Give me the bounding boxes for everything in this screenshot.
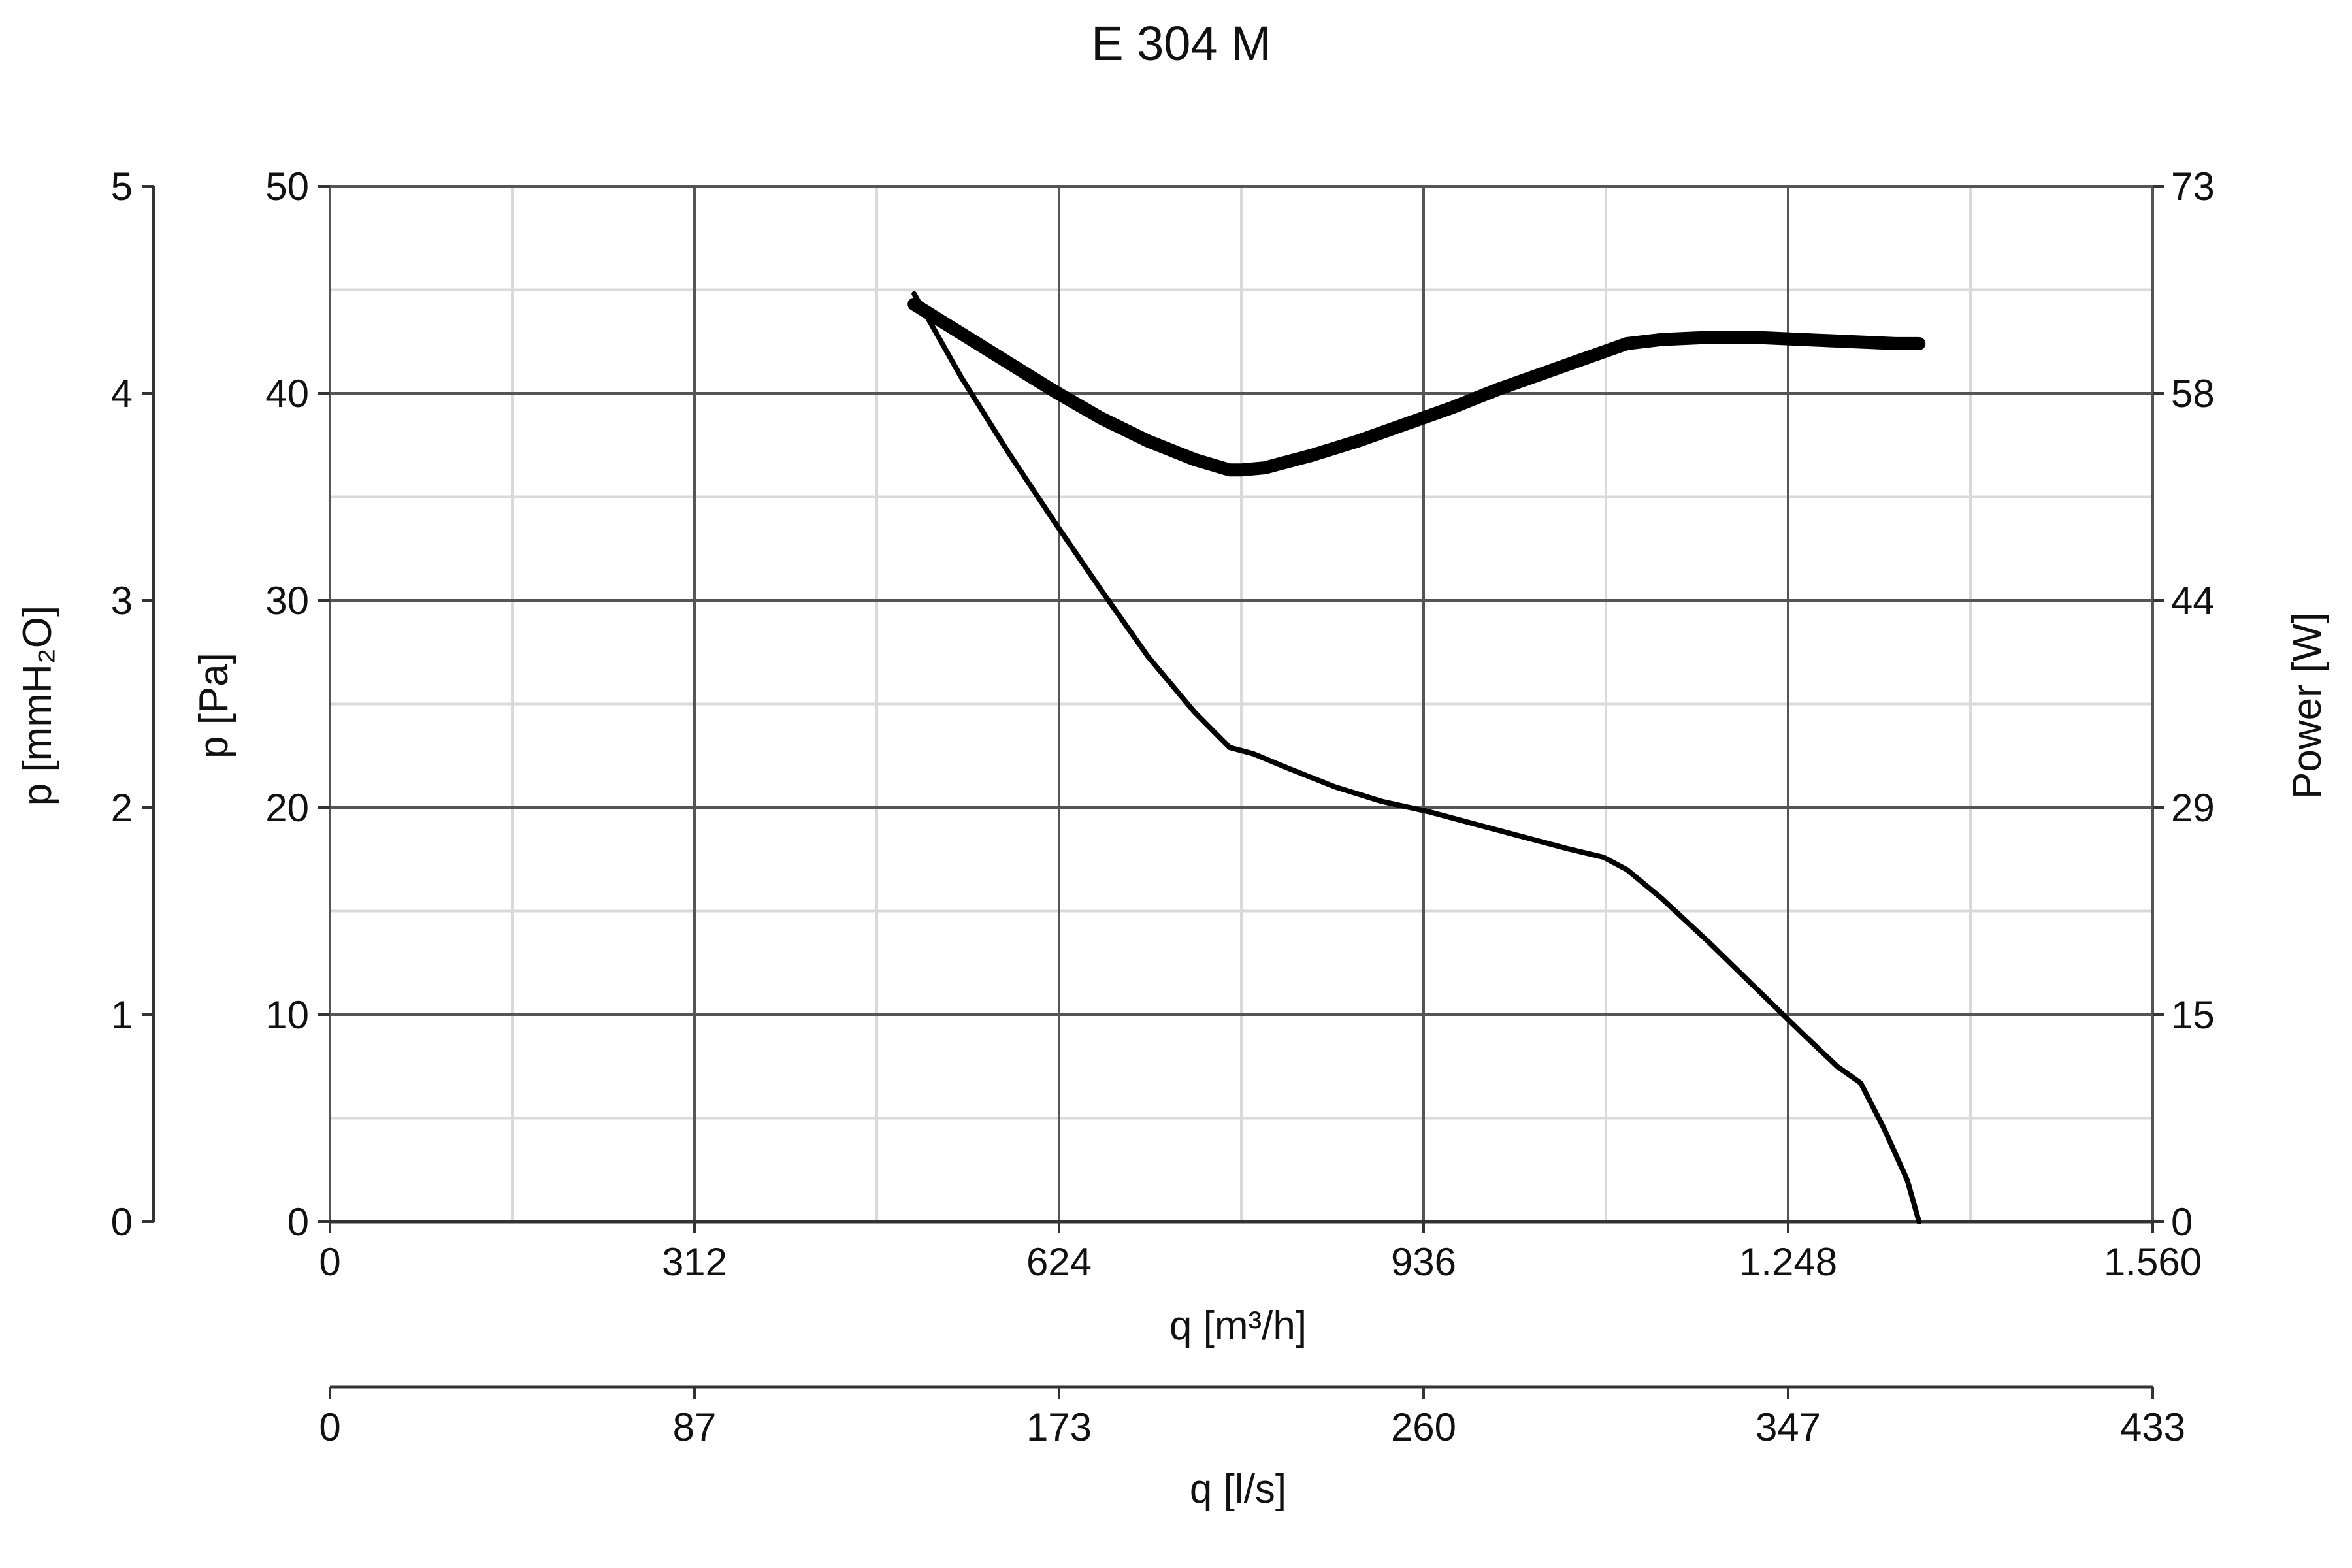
x2-tick-label: 0 bbox=[319, 1405, 340, 1449]
x-tick-label: 312 bbox=[662, 1240, 727, 1284]
y-outer-tick-label: 1 bbox=[111, 993, 133, 1037]
y-axis-label: p [Pa] bbox=[191, 653, 237, 759]
x2-tick-label: 347 bbox=[1756, 1405, 1821, 1449]
y-outer-tick-label: 0 bbox=[111, 1200, 133, 1244]
series-lines bbox=[907, 291, 1926, 1224]
y-right-tick-label: 44 bbox=[2171, 579, 2215, 623]
y-tick-label: 20 bbox=[265, 786, 309, 830]
y-tick-label: 10 bbox=[265, 993, 309, 1037]
x-tick-label: 936 bbox=[1391, 1240, 1456, 1284]
y-outer-axis-label: p [mmH₂O] bbox=[15, 606, 60, 806]
minor-grid bbox=[330, 186, 2153, 1222]
y-right-tick-label: 0 bbox=[2171, 1200, 2193, 1244]
y-tick-label: 30 bbox=[265, 579, 309, 623]
x2-tick-label: 87 bbox=[673, 1405, 717, 1449]
y-right-axis-label: Power [W] bbox=[2285, 612, 2330, 799]
y-right-tick-label: 73 bbox=[2171, 165, 2215, 208]
y-outer-tick-label: 3 bbox=[111, 579, 133, 623]
x2-axis-label: q [l/s] bbox=[1190, 1467, 1286, 1512]
y-tick-label: 50 bbox=[265, 165, 309, 208]
x2-tick-label: 260 bbox=[1391, 1405, 1456, 1449]
x-tick-label: 0 bbox=[319, 1240, 340, 1284]
x-tick-label: 1.248 bbox=[1739, 1240, 1837, 1284]
y-outer-tick-label: 5 bbox=[111, 165, 133, 208]
chart-title: E 304 M bbox=[1091, 16, 1271, 71]
y-outer-tick-label: 2 bbox=[111, 786, 133, 830]
y-outer-tick-label: 4 bbox=[111, 372, 133, 416]
y-right-tick-label: 58 bbox=[2171, 372, 2215, 416]
axes bbox=[152, 186, 2153, 1389]
power-curve-line bbox=[907, 297, 1926, 477]
y-tick-label: 40 bbox=[265, 372, 309, 416]
pressure-curve-line bbox=[911, 291, 1922, 1224]
y-tick-label: 0 bbox=[287, 1200, 309, 1244]
x2-tick-label: 433 bbox=[2120, 1405, 2185, 1449]
x-tick-label: 1.560 bbox=[2104, 1240, 2202, 1284]
x-tick-label: 624 bbox=[1026, 1240, 1092, 1284]
x-axis-label: q [m³/h] bbox=[1169, 1303, 1307, 1348]
x2-tick-label: 173 bbox=[1026, 1405, 1092, 1449]
y-right-tick-label: 29 bbox=[2171, 786, 2215, 830]
y-right-tick-label: 15 bbox=[2171, 993, 2215, 1037]
